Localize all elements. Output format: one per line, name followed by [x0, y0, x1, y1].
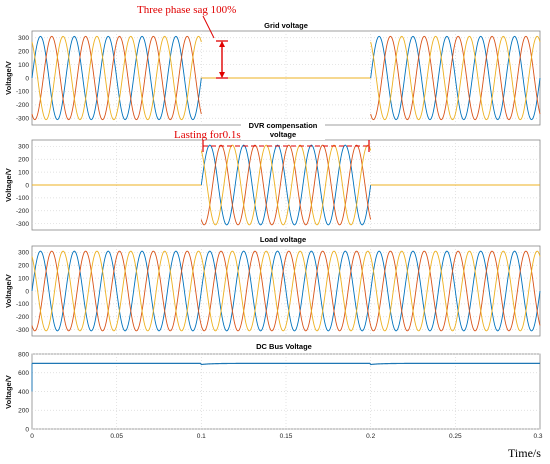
y-tick-label: 200 [18, 408, 29, 415]
x-tick-label: 0.15 [280, 433, 293, 440]
phase-b-segment-3-line [370, 35, 541, 121]
y-tick-label: -200 [16, 102, 29, 109]
annotation-sag-pointer [202, 15, 215, 39]
title-background [250, 234, 316, 245]
y-tick-label: -100 [16, 89, 29, 96]
series-lines [31, 362, 540, 392]
y-tick-label: 100 [18, 62, 29, 69]
y-tick-label: 800 [18, 351, 29, 358]
y-tick-label: 300 [18, 35, 29, 42]
y-tick-labels: 800 600 400 200 0 [18, 351, 29, 433]
subplot-grid-voltage: 300 200 100 0 -100 -200 -300 Grid voltage Volt… [4, 21, 541, 126]
annotation-sag-text: Three phase sag 100% [137, 4, 236, 16]
y-tick-label: 300 [18, 250, 29, 257]
y-tick-labels: 300 200 100 0 -100 -200 -300 [16, 144, 29, 228]
grid-lines [32, 353, 540, 430]
annotation-duration: Lasting for0.1s [174, 129, 370, 152]
annotation-sag: Three phase sag 100% [137, 4, 236, 79]
phase-c-segment-3-line [370, 35, 541, 121]
annotation-duration-text: Lasting for0.1s [174, 129, 241, 141]
subplot-title: Load voltage [260, 235, 306, 244]
x-tick-label: 0.05 [110, 433, 123, 440]
y-tick-labels: 300 200 100 0 -100 -200 -300 [16, 35, 29, 123]
y-tick-label: 600 [18, 370, 29, 377]
y-tick-label: 200 [18, 157, 29, 164]
x-tick-label: 0.2 [366, 433, 375, 440]
series-lines [32, 144, 540, 226]
x-tick-label: 0 [30, 433, 34, 440]
y-tick-label: -300 [16, 327, 29, 334]
y-tick-label: 200 [18, 48, 29, 55]
y-tick-label: -300 [16, 221, 29, 228]
y-tick-label: 400 [18, 389, 29, 396]
subplot-title-line-2: voltage [270, 130, 296, 139]
y-tick-label: -200 [16, 208, 29, 215]
series-lines [31, 250, 541, 332]
subplot-title-line-1: DVR compensation [249, 121, 318, 130]
x-tick-labels: 0 0.05 0.1 0.15 0.2 0.25 0.3 [30, 433, 543, 440]
y-tick-label: -100 [16, 301, 29, 308]
y-tick-label: 0 [25, 182, 29, 189]
annotation-sag-arrow-up [219, 41, 225, 47]
x-axis-label: Time/s [508, 446, 541, 460]
phase-a-segment-3-line [370, 35, 541, 121]
y-tick-label: 200 [18, 263, 29, 270]
y-tick-label: -300 [16, 116, 29, 123]
x-tick-label: 0.3 [533, 433, 542, 440]
y-tick-label: 0 [25, 288, 29, 295]
phase-c-segment-1-line [31, 250, 541, 332]
title-background [241, 119, 325, 140]
phase-b-segment-1-line [31, 250, 541, 332]
y-tick-labels: 300 200 100 0 -100 -200 -300 [16, 250, 29, 334]
phase-a-segment-1-line [31, 35, 202, 121]
y-axis-label: Voltage/V [4, 168, 13, 202]
y-tick-label: 100 [18, 169, 29, 176]
y-tick-label: -100 [16, 195, 29, 202]
phase-a-segment-2-line [200, 144, 372, 226]
y-tick-label: -200 [16, 314, 29, 321]
y-tick-label: 100 [18, 275, 29, 282]
subplot-title: Grid voltage [264, 21, 308, 30]
y-tick-label: 0 [25, 75, 29, 82]
phase-c-segment-1-line [31, 35, 202, 121]
dc-bus-line [32, 362, 540, 366]
subplot-title: DC Bus Voltage [256, 342, 312, 351]
y-axis-label: Voltage/V [4, 274, 13, 308]
phase-c-segment-2-line [200, 144, 372, 226]
title-background [245, 340, 323, 352]
x-tick-label: 0.25 [449, 433, 462, 440]
subplot-dc-bus: 800 600 400 200 0 DC Bus Voltage Voltage/V 0… [4, 340, 543, 460]
y-axis-label: Voltage/V [4, 61, 13, 95]
series-lines [31, 35, 541, 121]
phase-a-segment-1-line [31, 250, 541, 332]
phase-b-segment-2-line [200, 144, 372, 226]
y-tick-label: 0 [25, 426, 29, 433]
subplot-load-voltage: 300 200 100 0 -100 -200 -300 Load voltage Volt… [4, 234, 541, 337]
annotation-sag-arrow-down [219, 72, 225, 78]
phase-b-segment-1-line [31, 35, 202, 121]
x-tick-label: 0.1 [197, 433, 206, 440]
y-axis-label: Voltage/V [4, 375, 13, 409]
y-tick-label: 300 [18, 144, 29, 151]
